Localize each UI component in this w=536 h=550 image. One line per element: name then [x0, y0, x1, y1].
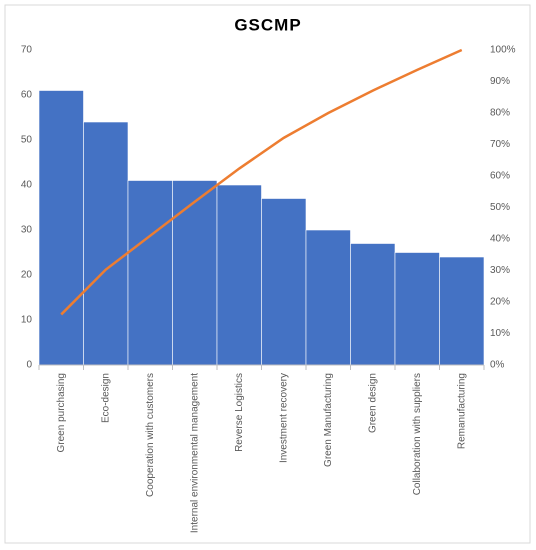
x-tick-label: Green purchasing	[56, 373, 67, 453]
y-tick-label: 0	[26, 360, 32, 371]
bar	[394, 252, 440, 366]
y2-tick-label: 90%	[490, 76, 510, 87]
y2-tick-label: 100%	[490, 45, 516, 56]
y2-tick-label: 0%	[490, 360, 505, 371]
y2-tick-label: 60%	[490, 171, 510, 182]
x-tick-label: Remanufacturing	[456, 373, 467, 449]
x-tick-label: Collaboration with suppliers	[412, 373, 423, 495]
x-tick-label: Cooperation with customers	[145, 373, 156, 497]
y2-tick-label: 40%	[490, 234, 510, 245]
x-tick-label: Internal environmental management	[189, 373, 200, 533]
bar	[216, 184, 262, 366]
bar	[127, 180, 173, 366]
y2-tick-label: 80%	[490, 108, 510, 119]
bar	[83, 121, 129, 366]
x-tick-label: Eco-design	[100, 373, 111, 423]
y-tick-label: 70	[21, 45, 33, 56]
x-tick-label: Reverse Logistics	[234, 373, 245, 452]
bar	[350, 243, 396, 366]
cumulative-line	[60, 48, 463, 316]
chart-title: GSCMP	[234, 15, 301, 34]
bar	[305, 229, 351, 366]
bar	[439, 256, 485, 366]
bar	[38, 90, 84, 366]
bar	[261, 198, 307, 366]
y2-tick-label: 70%	[490, 139, 510, 150]
x-tick-label: Green design	[367, 373, 378, 433]
bar	[172, 180, 218, 366]
y-tick-label: 50	[21, 135, 33, 146]
y2-tick-label: 50%	[490, 202, 510, 213]
y2-tick-label: 20%	[490, 297, 510, 308]
y2-tick-label: 30%	[490, 265, 510, 276]
y-tick-label: 20	[21, 270, 33, 281]
y-tick-label: 60	[21, 90, 33, 101]
y-tick-label: 10	[21, 315, 33, 326]
x-tick-label: Green Manufacturing	[323, 373, 334, 467]
y2-tick-label: 10%	[490, 328, 510, 339]
y-tick-label: 30	[21, 225, 33, 236]
x-tick-label: Investment recovery	[278, 373, 289, 463]
y-tick-label: 40	[21, 180, 33, 191]
